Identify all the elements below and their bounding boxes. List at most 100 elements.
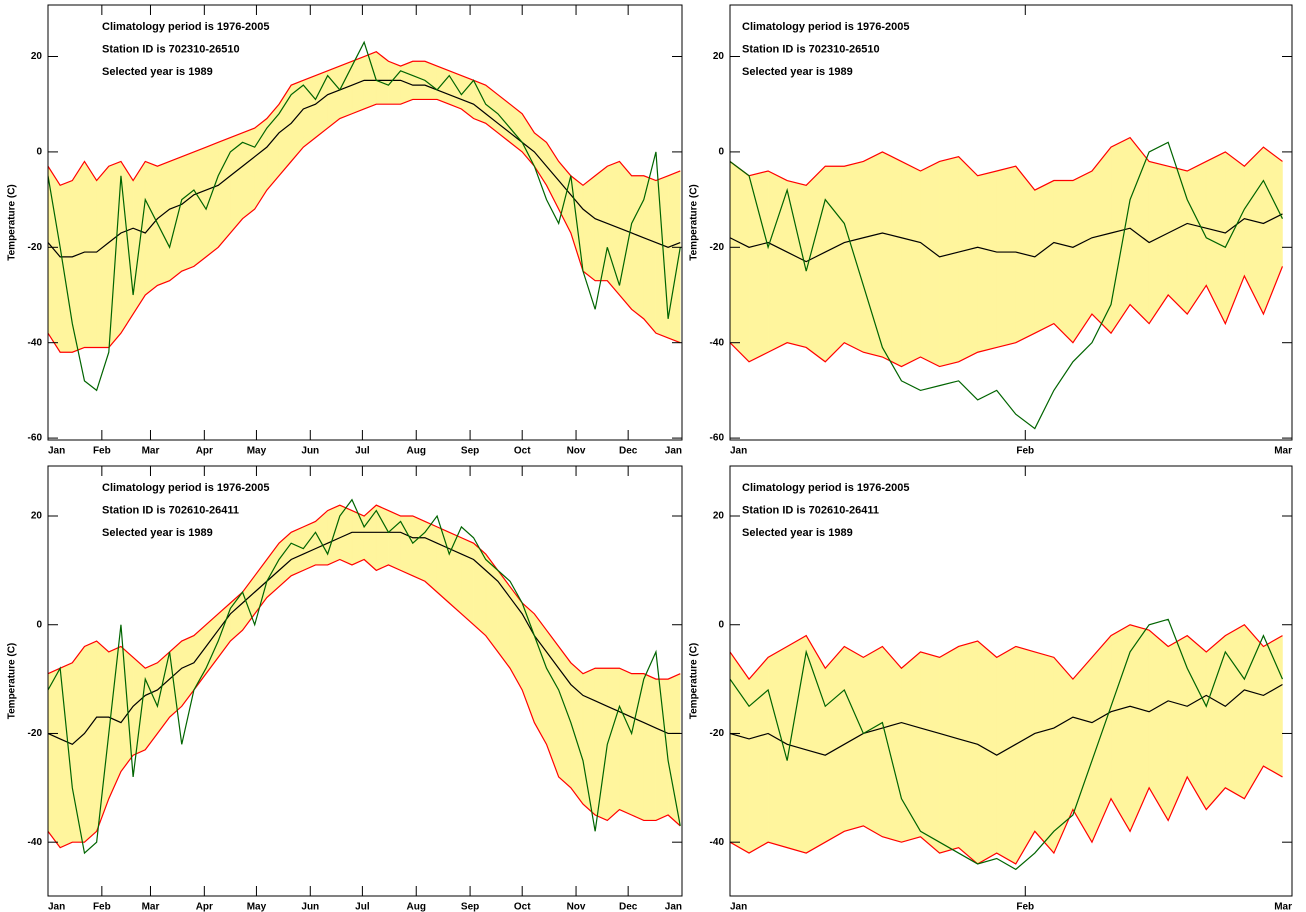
band-fill bbox=[1167, 635, 1188, 821]
band-fill bbox=[278, 84, 292, 177]
x-tick-label: Mar bbox=[1274, 446, 1292, 457]
plot bbox=[730, 136, 1284, 430]
series-line bbox=[48, 531, 681, 746]
band-fill bbox=[958, 640, 978, 865]
band-fill bbox=[424, 60, 438, 100]
x-tick-label: Jan bbox=[48, 902, 65, 912]
band-fill bbox=[461, 537, 474, 626]
band-fill bbox=[730, 161, 750, 363]
x-tick-label: Jan bbox=[730, 446, 747, 457]
band-fill bbox=[424, 520, 438, 593]
y-tick-label: 0 bbox=[36, 147, 42, 158]
band-fill bbox=[1186, 634, 1207, 811]
band-fill bbox=[48, 667, 61, 849]
band-fill bbox=[59, 180, 73, 353]
band-fill bbox=[546, 629, 559, 778]
band-fill bbox=[631, 673, 645, 821]
band-fill bbox=[96, 165, 110, 348]
annotation: Selected year is 1989 bbox=[742, 66, 853, 78]
band-fill bbox=[388, 510, 401, 571]
band-upper bbox=[48, 51, 681, 187]
band-fill bbox=[643, 673, 657, 821]
band-fill bbox=[303, 75, 316, 148]
series-line bbox=[48, 40, 681, 392]
band-fill bbox=[448, 531, 462, 615]
y-axis-label: Temperature (C) bbox=[689, 643, 700, 720]
annotation: Station ID is 702310-26510 bbox=[102, 43, 240, 55]
band-fill bbox=[939, 645, 959, 854]
band-fill bbox=[205, 141, 219, 258]
band-fill bbox=[448, 70, 462, 110]
plot-frame bbox=[47, 465, 683, 897]
band-fill bbox=[631, 175, 645, 320]
band-fill bbox=[169, 156, 183, 282]
band-fill bbox=[290, 526, 304, 577]
band-fill bbox=[1110, 624, 1131, 833]
band-fill bbox=[1034, 651, 1055, 854]
band-fill bbox=[786, 180, 807, 348]
band-fill bbox=[939, 156, 959, 367]
annotation: Station ID is 702310-26510 bbox=[742, 43, 880, 55]
band-fill bbox=[667, 673, 681, 827]
panel: 20 0 -20 -40 -60 Jan Feb Mar Apr May Jun Jul Aug Sep O… bbox=[7, 4, 683, 457]
x-tick-label: Jan bbox=[730, 902, 747, 912]
band-fill bbox=[72, 160, 85, 353]
plot-frame bbox=[729, 465, 1293, 897]
plot-frame bbox=[729, 4, 1293, 441]
x-tick-label: Feb bbox=[93, 446, 111, 457]
band-fill bbox=[901, 651, 921, 843]
x-tick-label: Jan bbox=[665, 446, 682, 457]
y-tick-label: -20 bbox=[28, 728, 43, 739]
band-fill bbox=[1015, 646, 1036, 866]
y-tick-label: -60 bbox=[710, 433, 725, 444]
y-axis-label: Temperature (C) bbox=[7, 184, 18, 261]
x-tick-label: Apr bbox=[196, 902, 213, 912]
plot bbox=[48, 40, 681, 392]
band-fill bbox=[748, 170, 769, 363]
x-tick-label: Sep bbox=[461, 902, 479, 912]
x-tick-label: Feb bbox=[1016, 446, 1034, 457]
x-tick-label: Apr bbox=[196, 446, 213, 457]
band-fill bbox=[958, 155, 978, 363]
y-tick-label: 20 bbox=[31, 511, 43, 522]
series-line bbox=[730, 684, 1283, 756]
band-fill bbox=[48, 165, 61, 354]
band-fill bbox=[1244, 623, 1264, 800]
y-tick-label: 20 bbox=[713, 51, 725, 62]
band-fill bbox=[767, 645, 788, 849]
band-fill bbox=[509, 585, 523, 692]
band-fill bbox=[824, 165, 845, 363]
band-fill bbox=[217, 137, 231, 249]
band-upper bbox=[730, 623, 1283, 681]
band-fill bbox=[412, 515, 426, 582]
x-tick-label: Dec bbox=[619, 446, 638, 457]
annotation: Selected year is 1989 bbox=[102, 66, 213, 78]
band-fill bbox=[655, 175, 669, 339]
band-fill bbox=[844, 161, 864, 353]
y-axis-label: Temperature (C) bbox=[689, 184, 700, 261]
annotation: Station ID is 702610-26411 bbox=[742, 504, 879, 516]
band-fill bbox=[1091, 634, 1112, 843]
x-tick-label: Oct bbox=[514, 902, 531, 912]
series-line bbox=[730, 618, 1284, 871]
band-fill bbox=[655, 678, 669, 821]
band-fill bbox=[977, 170, 998, 353]
band-fill bbox=[594, 667, 608, 821]
band-fill bbox=[1129, 624, 1150, 832]
band-fill bbox=[132, 656, 146, 756]
y-tick-label: -40 bbox=[28, 837, 43, 848]
band-fill bbox=[594, 165, 608, 281]
y-tick-label: -20 bbox=[28, 242, 43, 253]
band-fill bbox=[181, 151, 195, 272]
band-fill bbox=[242, 127, 256, 220]
panel: 20 0 -20 -40 Jan Feb Mar Temperature (C) Climato… bbox=[689, 465, 1293, 912]
annotation: Climatology period is 1976-2005 bbox=[102, 21, 270, 33]
band-fill bbox=[996, 165, 1017, 348]
band-fill bbox=[1110, 137, 1131, 335]
x-tick-label: Aug bbox=[407, 902, 426, 912]
band-fill bbox=[730, 651, 750, 854]
band-fill bbox=[72, 645, 85, 843]
band-fill bbox=[619, 667, 632, 816]
band-fill bbox=[436, 526, 450, 604]
band-fill bbox=[327, 65, 341, 129]
